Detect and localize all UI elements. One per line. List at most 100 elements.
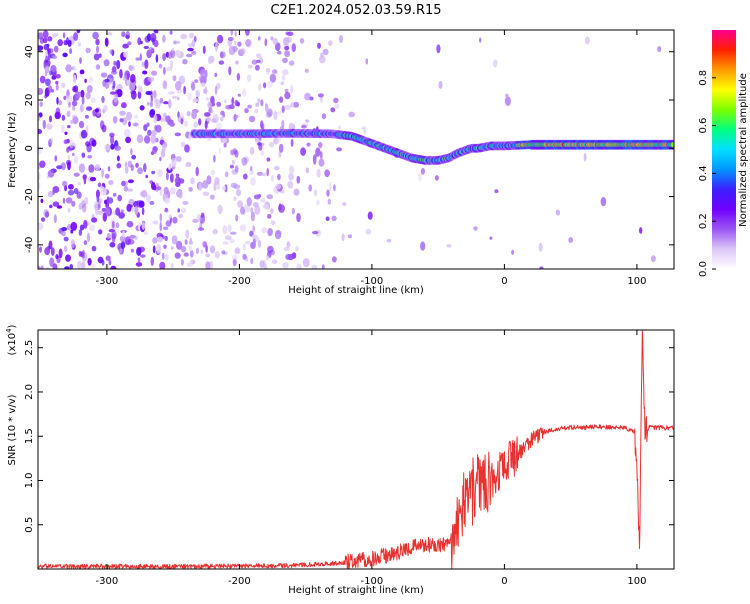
heatmap-cell [107,166,111,172]
heatmap-cell [223,142,227,148]
colorbar-label: Normalized spectral amplitude [738,73,749,227]
heatmap-cell [163,66,166,75]
heatmap-cell [219,51,224,59]
heatmap-cell [282,69,289,76]
heatmap-cell [218,147,222,154]
heatmap-cell [325,216,330,221]
heatmap-cell [140,189,148,198]
heatmap-cell [138,246,145,253]
heatmap-cell [77,42,81,47]
heatmap-cell [135,57,141,61]
heatmap-cell [105,255,111,261]
heatmap-cell [78,229,83,236]
heatmap-cell [361,126,367,131]
heatmap-cell [128,65,133,71]
heatmap-cell [163,186,169,195]
heatmap-cell [304,68,309,73]
heatmap-cell [230,149,235,156]
heatmap-cell [143,231,148,235]
heatmap-cell [195,166,199,177]
heatmap-cell [281,74,286,81]
y-tick-label: 2.5 [24,340,35,356]
heatmap-cell [251,59,258,65]
heatmap-cell [152,245,156,254]
heatmap-cell [239,224,247,232]
heatmap-cell [38,32,44,40]
heatmap-cell [136,134,144,144]
heatmap-cell [234,149,239,158]
heatmap-cell [282,262,289,269]
x-tick-label: 0 [501,576,507,587]
heatmap-cell [88,164,95,173]
heatmap-cell [230,30,234,36]
heatmap-cell [108,229,116,233]
heatmap-cell [174,252,181,259]
heatmap-cell [224,184,228,193]
heatmap-cell [170,60,174,69]
heatmap-cell [110,265,117,269]
heatmap-cell [263,82,267,89]
heatmap-cell [259,260,265,269]
heatmap-cell [177,208,180,213]
heatmap-cell [267,213,272,219]
heatmap-cell [79,69,85,75]
heatmap-cell [126,203,132,212]
heatmap-cell [229,238,235,244]
heatmap-cell [88,76,94,84]
heatmap-cell [135,262,143,267]
y-tick-label: 40 [24,45,35,58]
colorbar-tick-label: 0.6 [698,118,709,134]
heatmap-cell [234,247,241,255]
heatmap-cell [200,82,206,88]
heatmap-cell [195,247,199,254]
heatmap-cell [195,89,200,98]
heatmap-cell [38,265,42,269]
heatmap-cell [111,220,115,229]
heatmap-cell [62,52,68,58]
heatmap-cell [321,264,325,269]
heatmap-cell [300,124,307,129]
heatmap-cell [86,143,92,153]
heatmap-cell [162,112,167,119]
heatmap-cell [69,264,74,269]
heatmap-cell [172,95,178,99]
heatmap-cells [38,30,674,269]
heatmap-cell [49,70,53,76]
heatmap-cell [72,105,76,111]
heatmap-cell [244,205,251,213]
heatmap-cell [282,57,288,64]
heatmap-cell [228,104,235,110]
heatmap-cell [71,100,78,107]
heatmap-cell [237,93,241,97]
heatmap-cell [190,81,196,91]
heatmap-cell [222,241,229,245]
heatmap-cell [110,91,116,95]
heatmap-cell [243,173,248,180]
heatmap-cell [193,121,199,128]
heatmap-cell [131,154,137,160]
heatmap-cell [78,163,86,173]
heatmap-cell [73,32,79,41]
heatmap-cell [186,110,191,117]
heatmap-cell [91,245,97,252]
heatmap-cell [191,39,196,48]
heatmap-cell [140,254,146,258]
heatmap-cell [288,122,294,128]
heatmap-cell [108,259,112,266]
heatmap-cell [38,88,44,95]
heatmap-cell [286,241,291,248]
heatmap-cell [270,36,274,41]
heatmap-cell [87,155,92,159]
snr-x-label: Height of straight line (km) [288,585,424,596]
heatmap-cell [94,108,100,113]
heatmap-cell [139,53,142,61]
heatmap-cell [70,119,74,124]
heatmap-cell [93,201,99,211]
heatmap-cell [162,53,167,62]
heatmap-cell [191,51,197,55]
heatmap-cell [77,260,82,269]
heatmap-cell [309,96,314,101]
heatmap-cell [91,139,97,147]
heatmap-cell [44,55,49,64]
